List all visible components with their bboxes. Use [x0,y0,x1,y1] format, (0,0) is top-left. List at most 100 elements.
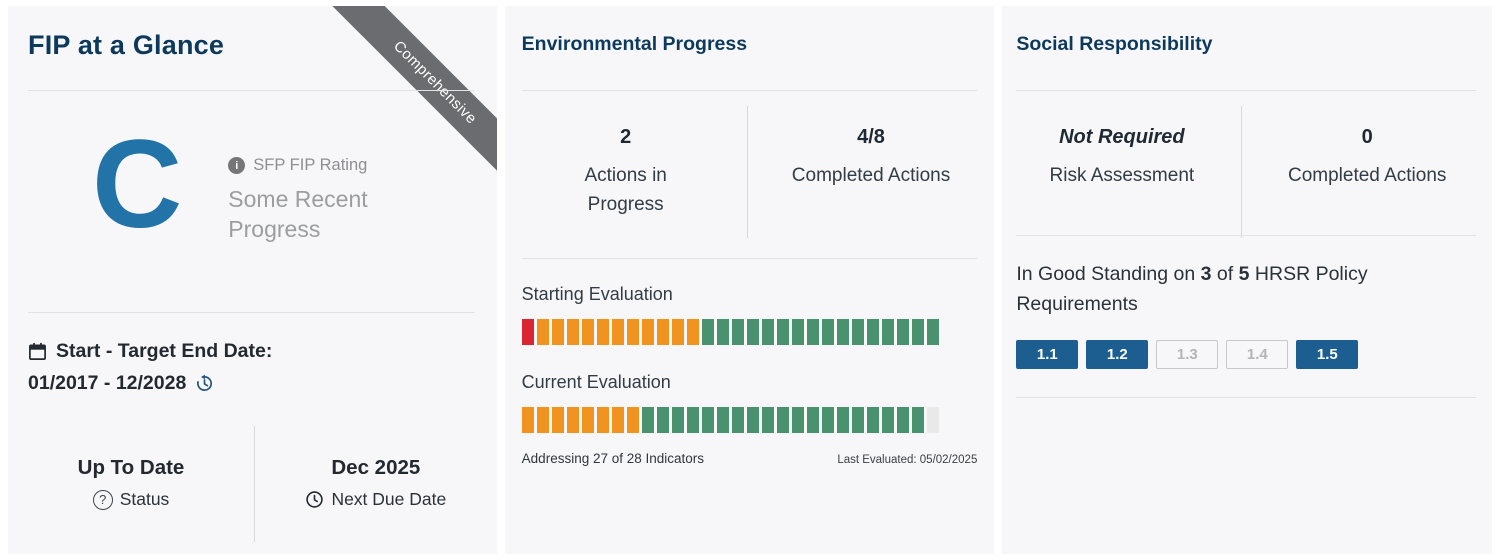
evaluation-segment-green [836,407,849,433]
evaluation-segment-green [686,407,699,433]
evaluation-segment-green [671,407,684,433]
current-evaluation-bar [521,407,939,433]
evaluation-segment-green [776,319,789,345]
evaluation-segment-orange [566,319,579,345]
divider [28,90,475,91]
actions-in-progress-value: 2 [620,126,632,148]
status-value: Up To Date [77,456,185,479]
card-title-fip-at-a-glance: FIP at a Glance [28,30,225,60]
evaluation-segment-green [716,319,729,345]
completed-actions-value: 4/8 [857,126,885,148]
evaluation-segment-orange [671,319,684,345]
risk-assessment-stat: Not Required Risk Assessment [1002,106,1243,238]
current-evaluation-label: Current Evaluation [521,372,671,392]
hrsr-badge-1.2[interactable]: 1.2 [1086,340,1149,369]
rating-label: SFP FIP Rating [253,156,368,174]
actions-in-progress-label: Actions in Progress [584,165,667,215]
rating-text-block: i SFP FIP Rating Some Recent Progress [228,134,413,245]
evaluation-segment-green [656,407,669,433]
status-row: Up To Date ? Status Dec 2025 Next Due Da… [8,426,497,542]
sr-completed-actions-value: 0 [1361,126,1373,148]
hrsr-standing-text: In Good Standing on 3 of 5 HRSR Policy R… [1016,259,1424,319]
risk-assessment-label: Risk Assessment [1049,165,1195,186]
evaluation-segment-green [806,407,819,433]
hrsr-badge-1.1[interactable]: 1.1 [1016,340,1079,369]
divider [1016,235,1477,236]
rating-section: C i SFP FIP Rating Some Recent Progress [92,115,413,254]
evaluation-segment-orange [611,319,624,345]
dates-section: Start - Target End Date: 01/2017 - 12/20… [28,340,272,395]
evaluation-segment-gray [926,407,939,433]
calendar-icon [28,342,47,361]
evaluation-segment-orange [551,319,564,345]
evaluation-segment-green [896,407,909,433]
evaluation-segment-green [836,319,849,345]
evaluation-segment-green [806,319,819,345]
standing-prefix: In Good Standing on [1016,263,1201,285]
evaluation-segment-green [716,407,729,433]
evaluation-segment-green [866,319,879,345]
evaluation-segment-orange [611,407,624,433]
evaluation-segment-green [791,407,804,433]
divider [521,258,978,259]
next-due-value: Dec 2025 [331,456,421,479]
evaluation-segment-orange [536,319,549,345]
standing-mid: of [1211,263,1239,285]
evaluation-segment-green [911,319,924,345]
evaluation-segment-green [701,407,714,433]
status-column: Up To Date ? Status [8,426,255,542]
environmental-progress-card: Environmental Progress 2 Actions in Prog… [504,6,995,554]
evaluation-segment-green [731,407,744,433]
next-due-column: Dec 2025 Next Due Date [255,426,497,542]
social-responsibility-card: Social Responsibility Not Required Risk … [1002,6,1493,554]
addressing-indicators-text: Addressing 27 of 28 Indicators [521,451,705,466]
card-title-environmental-progress: Environmental Progress [521,33,748,55]
hrsr-badge-1.3[interactable]: 1.3 [1156,340,1219,369]
completed-actions-stat: 4/8 Completed Actions [748,106,995,238]
divider [28,312,475,313]
evaluation-segment-green [791,319,804,345]
history-icon[interactable] [195,374,214,393]
dates-value: 01/2017 - 12/2028 [28,372,187,394]
hrsr-badge-1.4[interactable]: 1.4 [1226,340,1289,369]
starting-evaluation-bar [521,319,939,345]
hrsr-badge-1.5[interactable]: 1.5 [1296,340,1359,369]
evaluation-segment-orange [596,407,609,433]
evaluation-segment-orange [566,407,579,433]
evaluation-segment-orange [536,407,549,433]
evaluation-segment-orange [521,407,534,433]
actions-in-progress-stat: 2 Actions in Progress [505,106,748,238]
completed-actions-label: Completed Actions [791,165,951,186]
divider [1016,90,1477,91]
divider [1016,397,1477,398]
evaluation-segment-green [821,319,834,345]
evaluation-segment-green [896,319,909,345]
fip-at-a-glance-card: FIP at a Glance Comprehensive C i SFP FI… [8,6,497,554]
question-circle-icon[interactable]: ? [92,489,113,510]
evaluation-segment-green [746,319,759,345]
divider [521,90,978,91]
evaluation-segment-green [926,319,939,345]
evaluation-segment-orange [581,319,594,345]
evaluation-segment-red [521,319,534,345]
evaluation-segment-orange [596,319,609,345]
evaluation-segment-green [761,319,774,345]
evaluation-segment-green [746,407,759,433]
social-stats-row: Not Required Risk Assessment 0 Completed… [1002,106,1492,238]
evaluation-segment-green [911,407,924,433]
evaluation-segment-green [776,407,789,433]
evaluation-segment-green [821,407,834,433]
risk-assessment-value: Not Required [1059,126,1185,148]
evaluation-segment-green [881,319,894,345]
evaluation-segment-green [866,407,879,433]
clock-icon [305,490,324,509]
evaluation-segment-green [851,319,864,345]
evaluation-segment-green [851,407,864,433]
fip-rating-letter: C [92,115,183,254]
dates-label: Start - Target End Date: [56,340,273,362]
next-due-label: Next Due Date [331,489,447,509]
evaluation-segment-green [761,407,774,433]
info-icon[interactable]: i [228,157,246,174]
sr-completed-actions-label: Completed Actions [1287,165,1447,186]
